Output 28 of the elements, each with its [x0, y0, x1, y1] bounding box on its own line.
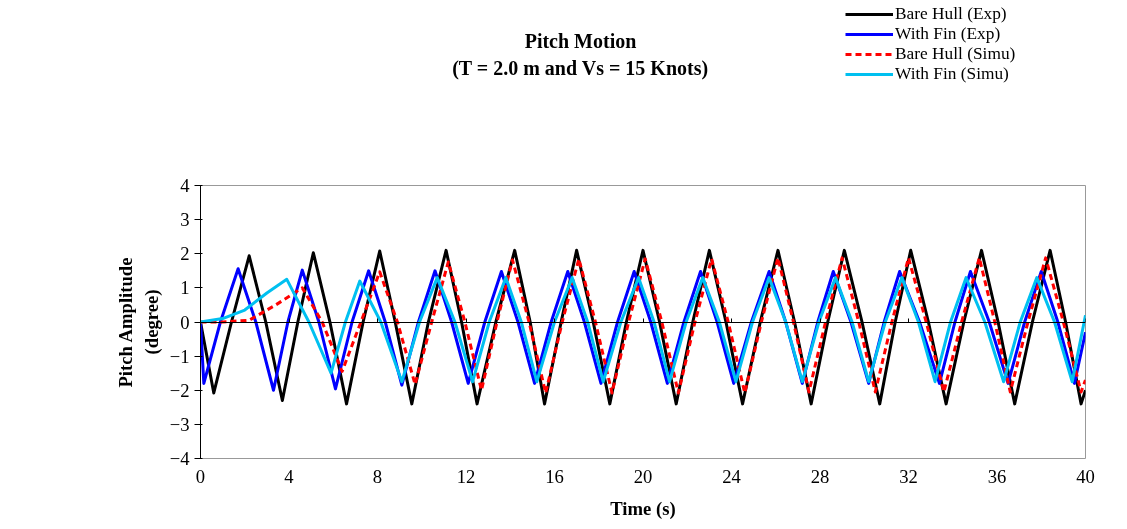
legend-label: With Fin (Exp) — [895, 24, 1001, 44]
y-tick-label: 1 — [180, 277, 190, 299]
x-tick-label: 20 — [633, 465, 653, 487]
y-tick-label: −3 — [169, 413, 190, 435]
x-tick-label: 24 — [722, 465, 742, 487]
x-tick-label: 40 — [1076, 465, 1095, 487]
y-tick-label: −2 — [169, 379, 190, 401]
x-tick-label: 36 — [987, 465, 1007, 487]
y-tick-label: −4 — [169, 448, 191, 469]
x-tick-label: 8 — [372, 465, 383, 487]
y-tick-label: 3 — [180, 209, 190, 231]
chart-subtitle: (T = 2.0 m and Vs = 15 Knots) — [452, 56, 709, 80]
legend-label: Bare Hull (Simu) — [895, 44, 1016, 64]
y-axis-title: Pitch Amplitude (degree) — [115, 257, 163, 388]
x-tick-label: 32 — [899, 465, 918, 487]
y-tick-label: 2 — [180, 243, 190, 265]
x-tick-label: 12 — [456, 465, 476, 487]
legend-label: With Fin (Simu) — [895, 64, 1009, 84]
chart-title: Pitch Motion — [524, 29, 637, 52]
x-tick-label: 4 — [284, 465, 295, 487]
x-tick-label: 28 — [810, 465, 830, 487]
y-tick-label: −1 — [169, 345, 190, 367]
x-tick-label: 16 — [545, 465, 564, 487]
y-tick-label: 0 — [180, 311, 190, 333]
x-axis-title: Time (s) — [610, 497, 676, 520]
legend-label: Bare Hull (Exp) — [895, 4, 1007, 24]
y-tick-label: 4 — [180, 175, 191, 196]
x-tick-label: 0 — [195, 465, 206, 487]
